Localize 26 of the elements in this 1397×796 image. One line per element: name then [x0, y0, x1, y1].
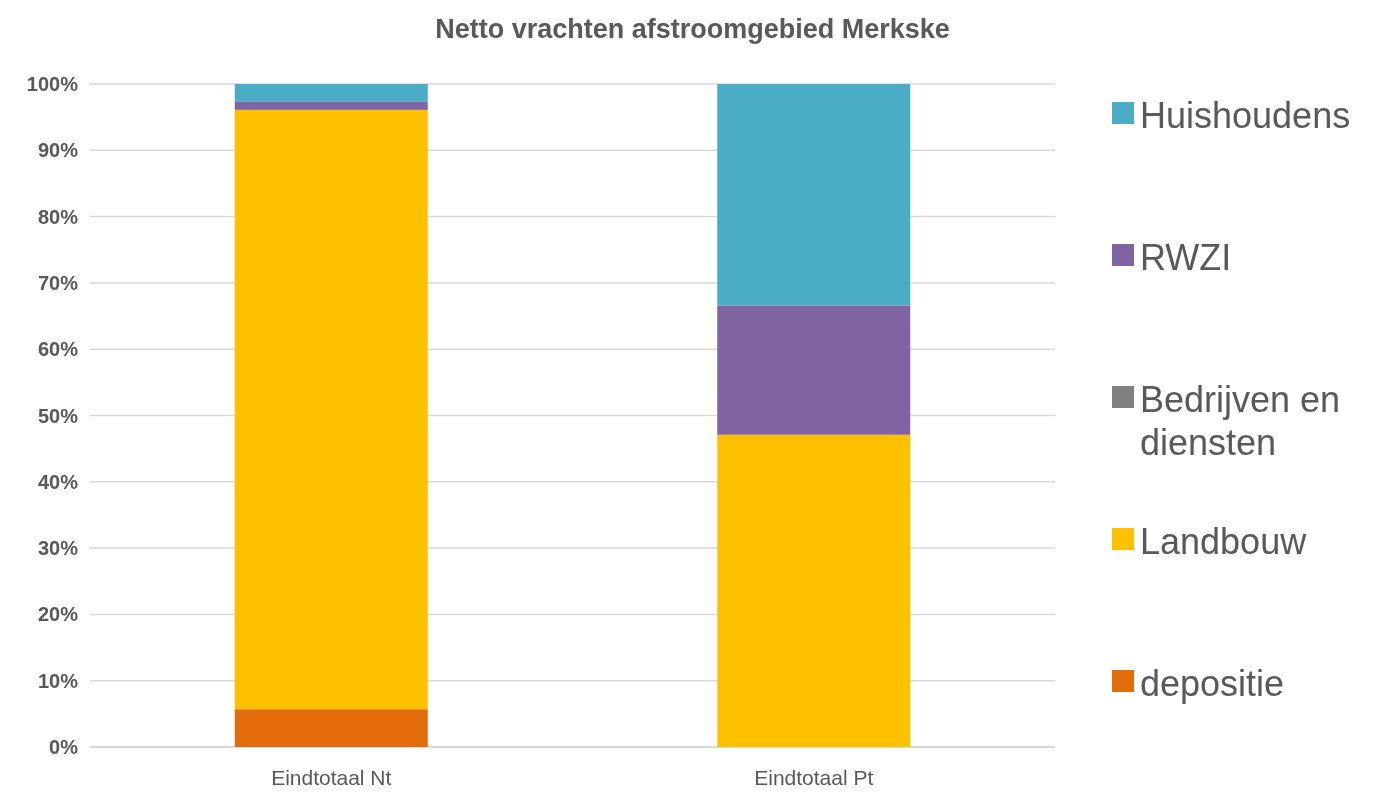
bar — [234, 709, 428, 747]
y-tick-label: 0% — [49, 736, 79, 758]
y-tick-label: 10% — [37, 669, 79, 692]
x-tick-label: Eindtotaal Pt — [754, 766, 874, 789]
y-tick-label: 30% — [37, 537, 79, 560]
bar — [234, 109, 428, 710]
x-tick-label: Eindtotaal Nt — [271, 766, 392, 789]
y-tick-label: 90% — [37, 139, 79, 162]
bar — [717, 434, 911, 747]
legend-label: depositie — [1140, 662, 1285, 704]
y-tick-label: 100% — [26, 73, 79, 95]
legend-label: Landbouw — [1140, 520, 1308, 562]
y-tick-label: 70% — [37, 271, 79, 294]
bar — [717, 84, 911, 306]
legend-label: Bedrijven en diensten — [1140, 378, 1341, 463]
y-tick-label: 20% — [37, 603, 79, 626]
legend-label: RWZI — [1140, 236, 1232, 278]
bar — [234, 101, 428, 110]
bar — [717, 305, 911, 435]
chart-title: Netto vrachten afstroomgebied Merkske — [435, 14, 950, 44]
bar — [234, 84, 428, 102]
y-tick-label: 40% — [37, 470, 79, 493]
y-tick-label: 60% — [37, 338, 79, 361]
y-tick-label: 80% — [37, 205, 79, 228]
legend-label: Huishoudens — [1140, 94, 1351, 136]
y-tick-label: 50% — [37, 404, 79, 427]
